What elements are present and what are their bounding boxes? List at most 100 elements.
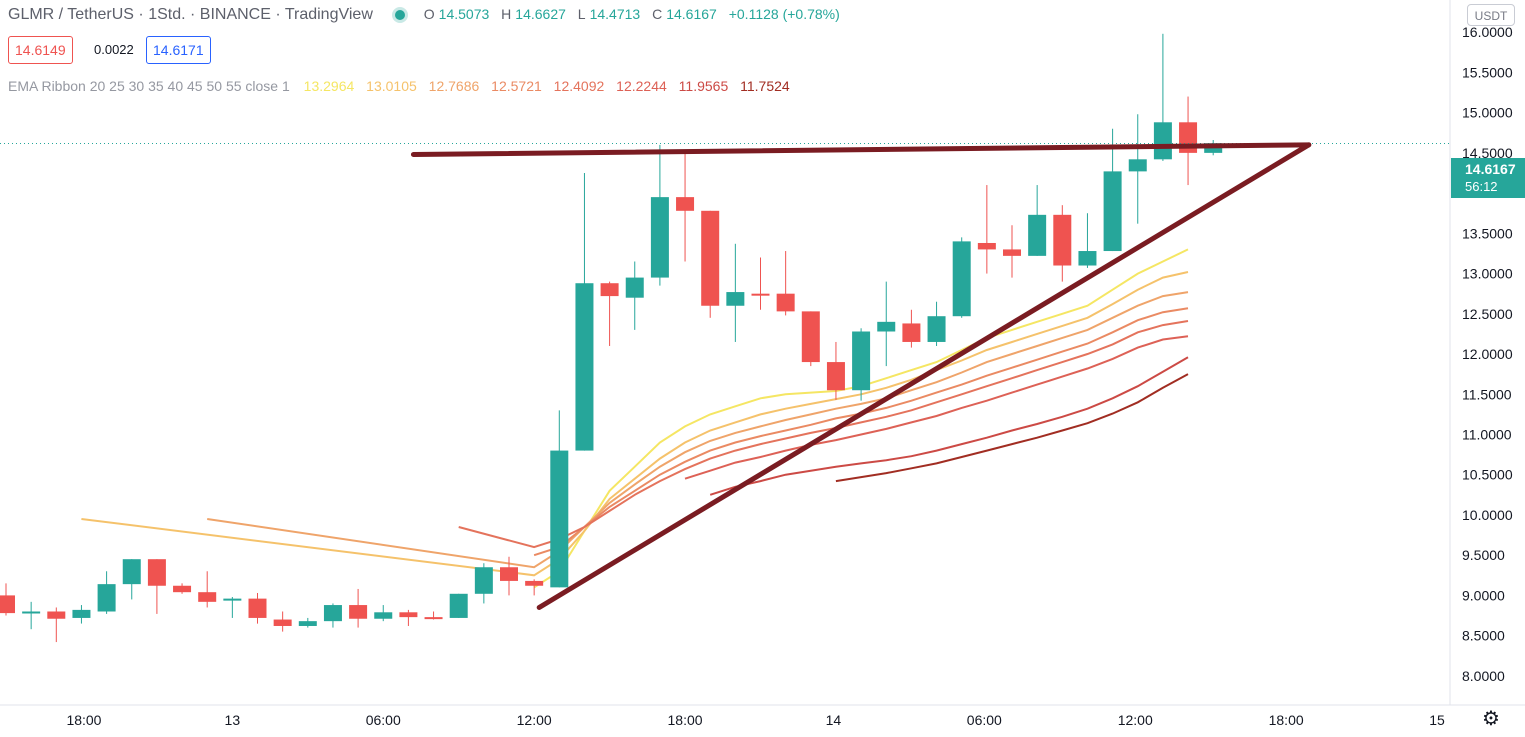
- candle-body: [374, 612, 393, 619]
- ema-line-8: [835, 373, 1189, 483]
- candle-body: [97, 584, 116, 612]
- candle-body: [173, 585, 192, 593]
- x-tick-label: 18:00: [66, 712, 101, 728]
- ema-value: 13.2964: [303, 78, 355, 94]
- candle-body: [1103, 171, 1122, 252]
- y-tick-label: 13.0000: [1462, 266, 1513, 282]
- candle-body: [399, 612, 418, 618]
- candle-body: [625, 277, 644, 298]
- y-tick-label: 12.5000: [1462, 306, 1513, 322]
- ema-ribbon-name: EMA Ribbon 20 25 30 35 40 45 50 55 close…: [8, 78, 290, 94]
- candle-body: [600, 283, 619, 297]
- candle-body: [223, 598, 242, 601]
- y-tick-label: 10.5000: [1462, 467, 1513, 483]
- symbol-title[interactable]: GLMR / TetherUS · 1Std. · BINANCE · Trad…: [8, 6, 373, 23]
- spread-value: 0.0022: [94, 42, 134, 57]
- candle-body: [575, 283, 594, 451]
- y-tick-label: 9.5000: [1462, 547, 1505, 563]
- candle-body: [323, 605, 342, 622]
- candle-body: [0, 595, 15, 614]
- bar-countdown: 56:12: [1465, 179, 1498, 194]
- candle-body: [877, 321, 896, 332]
- ema-value: 12.7686: [428, 78, 480, 94]
- candle-body: [474, 567, 493, 594]
- market-status-icon: [395, 9, 406, 20]
- ema-line-3: [207, 291, 1189, 569]
- candle-body: [1053, 214, 1072, 266]
- currency-badge[interactable]: USDT: [1467, 4, 1515, 26]
- candle-body: [550, 450, 569, 588]
- ema-value: 12.2244: [616, 78, 667, 94]
- candle-body: [852, 331, 871, 391]
- candle-body: [525, 580, 544, 586]
- current-price-label: 14.6167 56:12: [1451, 158, 1525, 198]
- candle-body: [826, 362, 845, 391]
- ema-line-2: [81, 271, 1189, 577]
- x-tick-label: 12:00: [517, 712, 552, 728]
- x-tick-label: 18:00: [1269, 712, 1304, 728]
- buy-price-button[interactable]: 14.6171: [146, 36, 211, 64]
- candle-body: [298, 621, 317, 626]
- y-tick-label: 8.5000: [1462, 628, 1505, 644]
- ema-line-6: [684, 335, 1189, 480]
- candle-body: [1003, 249, 1021, 256]
- candle-body: [122, 559, 141, 585]
- candle-body: [952, 241, 971, 317]
- candle-body: [1153, 122, 1172, 160]
- chart-header: GLMR / TetherUS · 1Std. · BINANCE · Trad…: [8, 6, 844, 24]
- candle-body: [801, 311, 820, 363]
- candle-body: [248, 598, 267, 618]
- y-tick-label: 10.0000: [1462, 507, 1513, 523]
- candle-body: [273, 619, 292, 626]
- gear-icon[interactable]: ⚙: [1482, 708, 1500, 730]
- ema-line-1: [533, 248, 1189, 589]
- candle-body: [424, 617, 443, 620]
- x-tick-label: 06:00: [967, 712, 1002, 728]
- ema-value: 11.7524: [740, 78, 790, 94]
- candle-body: [198, 592, 217, 602]
- y-tick-label: 9.0000: [1462, 587, 1505, 603]
- candle-body: [449, 593, 468, 618]
- candle-body: [751, 293, 770, 296]
- candle-body: [72, 609, 91, 618]
- change-value: +0.1128 (+0.78%): [728, 6, 840, 22]
- candle-body: [927, 316, 946, 342]
- x-tick-label: 13: [225, 712, 241, 728]
- ema-value: 12.5721: [491, 78, 542, 94]
- ema-value: 12.4092: [553, 78, 605, 94]
- x-tick-label: 14: [826, 712, 842, 728]
- candle-body: [650, 197, 669, 278]
- x-tick-label: 12:00: [1118, 712, 1153, 728]
- ema-ribbon-legend[interactable]: EMA Ribbon 20 25 30 35 40 45 50 55 close…: [8, 78, 798, 94]
- trendline: [410, 142, 1312, 157]
- y-tick-label: 11.5000: [1462, 386, 1512, 402]
- candle-body: [1028, 214, 1047, 256]
- candle-body: [977, 242, 996, 250]
- y-tick-label: 8.0000: [1462, 668, 1505, 684]
- sell-price-button[interactable]: 14.6149: [8, 36, 73, 64]
- x-tick-label: 15: [1429, 712, 1445, 728]
- trendline: [536, 142, 1312, 610]
- candle-body: [1128, 159, 1147, 172]
- candle-body: [726, 292, 745, 306]
- y-tick-label: 15.5000: [1462, 64, 1513, 80]
- ema-value: 11.9565: [678, 78, 729, 94]
- ema-line-5: [458, 320, 1189, 549]
- ema-line-7: [709, 356, 1189, 496]
- y-tick-label: 16.0000: [1462, 24, 1513, 40]
- x-tick-label: 06:00: [366, 712, 401, 728]
- candle-body: [902, 323, 921, 342]
- candle-body: [349, 605, 368, 619]
- candle-body: [676, 197, 695, 211]
- x-tick-label: 18:00: [668, 712, 703, 728]
- y-tick-label: 13.5000: [1462, 225, 1513, 241]
- candle-body: [147, 559, 166, 586]
- y-tick-label: 15.0000: [1462, 105, 1513, 121]
- current-price-value: 14.6167: [1465, 161, 1516, 177]
- candle-body: [47, 611, 66, 619]
- y-tick-label: 12.0000: [1462, 346, 1513, 362]
- ema-value: 13.0105: [366, 78, 417, 94]
- candle-body: [701, 210, 720, 306]
- candle-body: [22, 611, 41, 614]
